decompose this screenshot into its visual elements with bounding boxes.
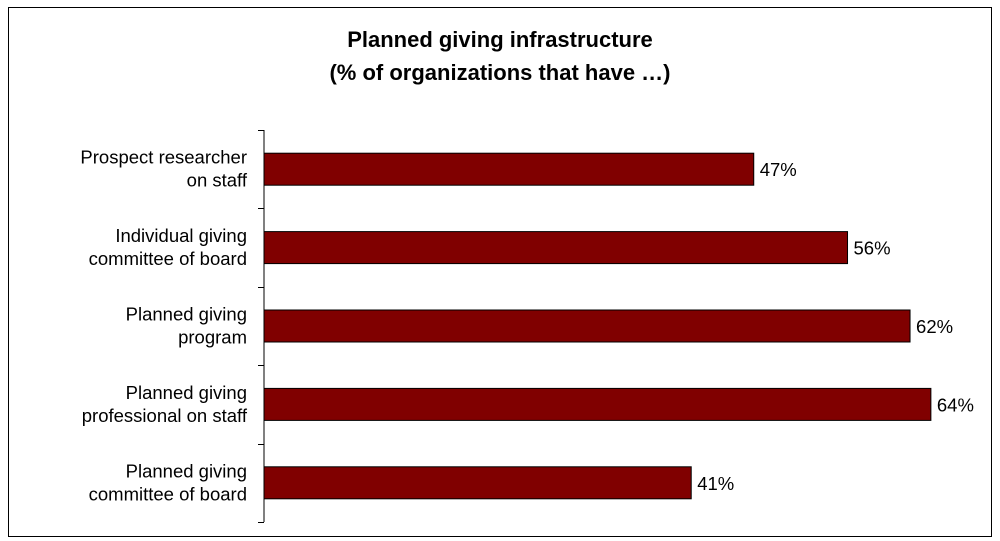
category-label: program: [178, 327, 247, 348]
bar: [263, 387, 932, 421]
category-label: professional on staff: [82, 405, 248, 426]
data-label: 64%: [937, 394, 974, 415]
category-label: Prospect researcher: [80, 147, 247, 168]
category-label: Planned giving: [126, 382, 247, 403]
bar: [263, 309, 911, 343]
category-label: Planned giving: [126, 304, 247, 325]
bar: [263, 466, 692, 500]
bar: [263, 152, 755, 186]
category-label: on staff: [187, 170, 248, 191]
data-label: 41%: [697, 473, 734, 494]
data-label: 56%: [854, 238, 891, 259]
data-label: 62%: [916, 316, 953, 337]
category-label: committee of board: [89, 483, 247, 504]
chart-frame: [8, 7, 992, 537]
category-label: Planned giving: [126, 460, 247, 481]
chart-title: Planned giving infrastructure (% of orga…: [0, 23, 1000, 89]
chart-subtitle-text: (% of organizations that have …): [329, 60, 671, 85]
category-label: committee of board: [89, 248, 247, 269]
chart-title-text: Planned giving infrastructure: [347, 27, 653, 52]
bar: [263, 231, 849, 265]
data-label: 47%: [760, 159, 797, 180]
category-label: Individual giving: [115, 225, 247, 246]
